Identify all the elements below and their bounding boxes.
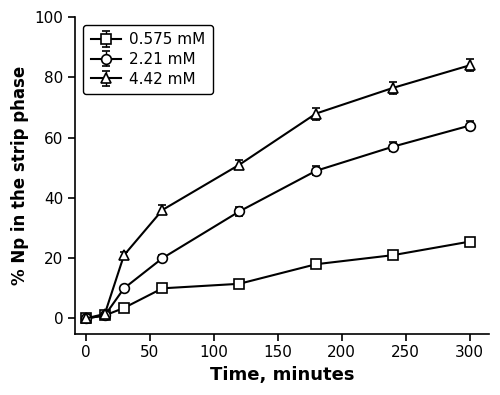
X-axis label: Time, minutes: Time, minutes [210, 366, 354, 384]
Legend: 0.575 mM, 2.21 mM, 4.42 mM: 0.575 mM, 2.21 mM, 4.42 mM [83, 25, 212, 94]
Y-axis label: % Np in the strip phase: % Np in the strip phase [11, 66, 29, 285]
